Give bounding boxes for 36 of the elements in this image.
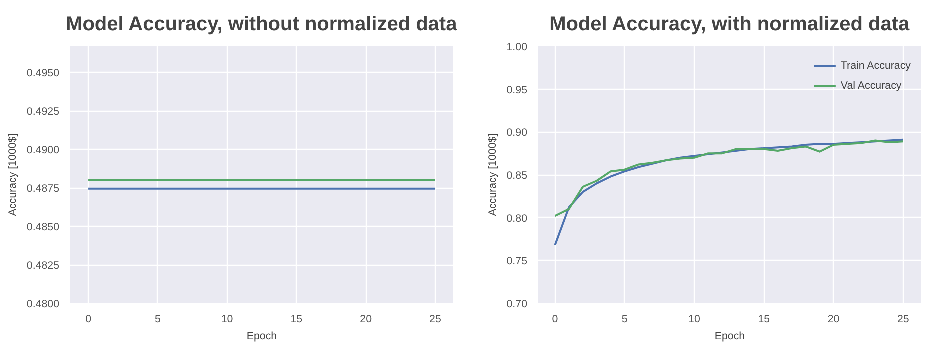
- x-tick-label: 5: [622, 314, 628, 326]
- chart-title: Model Accuracy, with normalized data: [550, 14, 911, 36]
- y-tick-label: 0.4850: [26, 222, 60, 234]
- y-tick-label: 1.00: [506, 42, 528, 54]
- x-tick-label: 20: [360, 314, 372, 326]
- y-tick-label: 0.95: [506, 84, 528, 96]
- legend-label: Val Accuracy: [840, 80, 902, 92]
- y-tick-label: 0.4925: [26, 106, 60, 118]
- x-tick-label: 5: [154, 314, 161, 326]
- y-axis-title: Accuracy [1000$]: [486, 134, 499, 216]
- x-tick-label: 20: [828, 314, 840, 326]
- x-axis-title: Epoch: [714, 330, 746, 342]
- x-tick-label: 15: [758, 314, 770, 326]
- x-tick-label: 0: [552, 314, 558, 326]
- y-tick-label: 0.85: [506, 170, 528, 182]
- y-tick-label: 0.70: [506, 298, 528, 310]
- y-tick-label: 0.4875: [26, 183, 60, 196]
- chart-title: Model Accuracy, without normalized data: [66, 14, 458, 36]
- line-series: [554, 138, 904, 246]
- x-tick-label: 0: [86, 314, 92, 326]
- x-tick-label: 25: [897, 314, 910, 326]
- y-tick-label: 0.75: [506, 256, 528, 268]
- line-series: [554, 140, 904, 218]
- y-tick-label: 0.4825: [26, 260, 60, 272]
- x-tick-label: 15: [290, 314, 303, 326]
- x-axis-title: Epoch: [246, 330, 278, 342]
- y-tick-label: 0.80: [506, 212, 528, 225]
- y-tick-label: 0.90: [506, 127, 528, 140]
- y-axis-title: Accuracy [1000$]: [6, 134, 19, 216]
- legend-label: Train Accuracy: [840, 60, 911, 72]
- y-tick-label: 0.4950: [26, 68, 60, 80]
- y-tick-label: 0.4800: [26, 298, 60, 310]
- x-tick-label: 25: [430, 314, 442, 326]
- y-tick-label: 0.4900: [26, 144, 60, 157]
- x-tick-label: 10: [221, 314, 234, 326]
- x-tick-label: 10: [688, 314, 700, 326]
